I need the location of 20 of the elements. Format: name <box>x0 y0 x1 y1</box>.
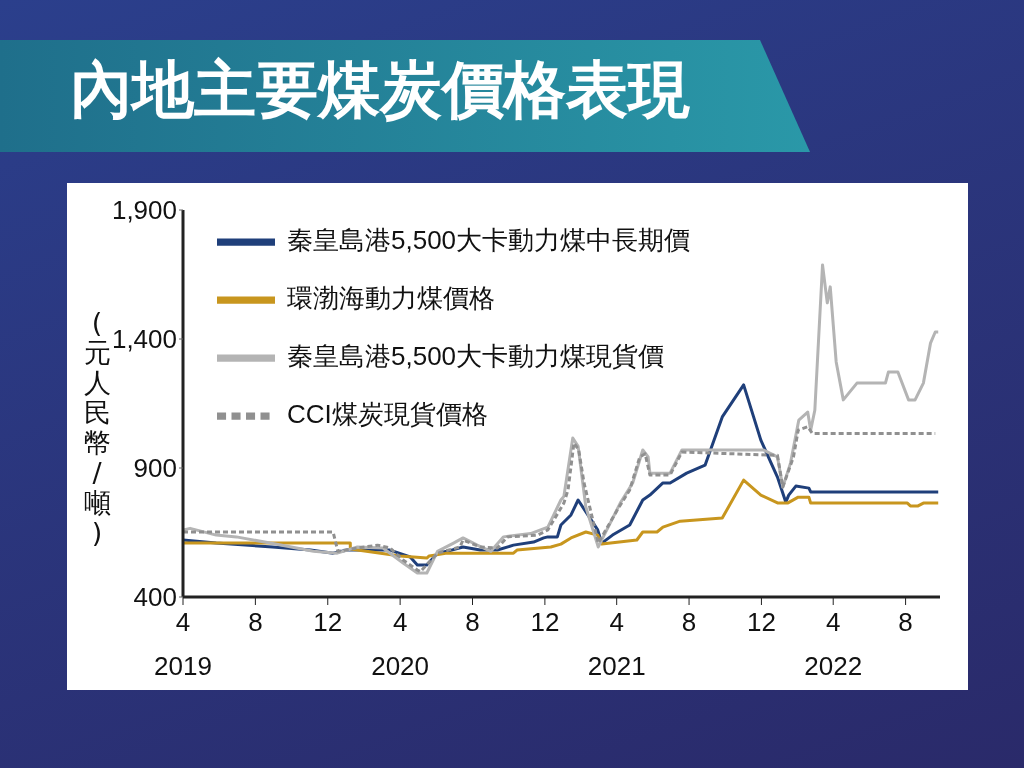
x-tick-label: 12 <box>746 607 776 637</box>
legend-label: 秦皇島港5,500大卡動力煤中長期價 <box>287 224 691 255</box>
x-tick-label: 4 2020 <box>371 607 430 681</box>
x-tick-label: 8 <box>681 607 697 637</box>
legend-label: 環渤海動力煤價格 <box>287 282 495 313</box>
x-tick-label: 8 <box>465 607 480 637</box>
y-tick-label: 1,900 <box>111 195 177 226</box>
x-tick-label: 8 <box>248 607 263 637</box>
y-tick-label: 900 <box>133 453 177 484</box>
y-tick-label: 1,400 <box>111 324 177 355</box>
x-tick-label: 4 2022 <box>804 607 863 681</box>
x-tick-label: 12 <box>313 607 343 637</box>
legend-label: CCI煤炭現貨價格 <box>287 398 488 429</box>
x-tick-label: 8 <box>898 607 913 637</box>
x-tick-label: 12 <box>530 607 560 637</box>
y-axis-title: (元人民幣/噸) <box>82 307 112 548</box>
line-series <box>183 478 940 560</box>
chart-title: 內地主要煤炭價格表現 <box>70 52 690 128</box>
x-tick-label: 4 2021 <box>587 607 646 681</box>
legend-label: 秦皇島港5,500大卡動力煤現貨價 <box>287 340 665 371</box>
